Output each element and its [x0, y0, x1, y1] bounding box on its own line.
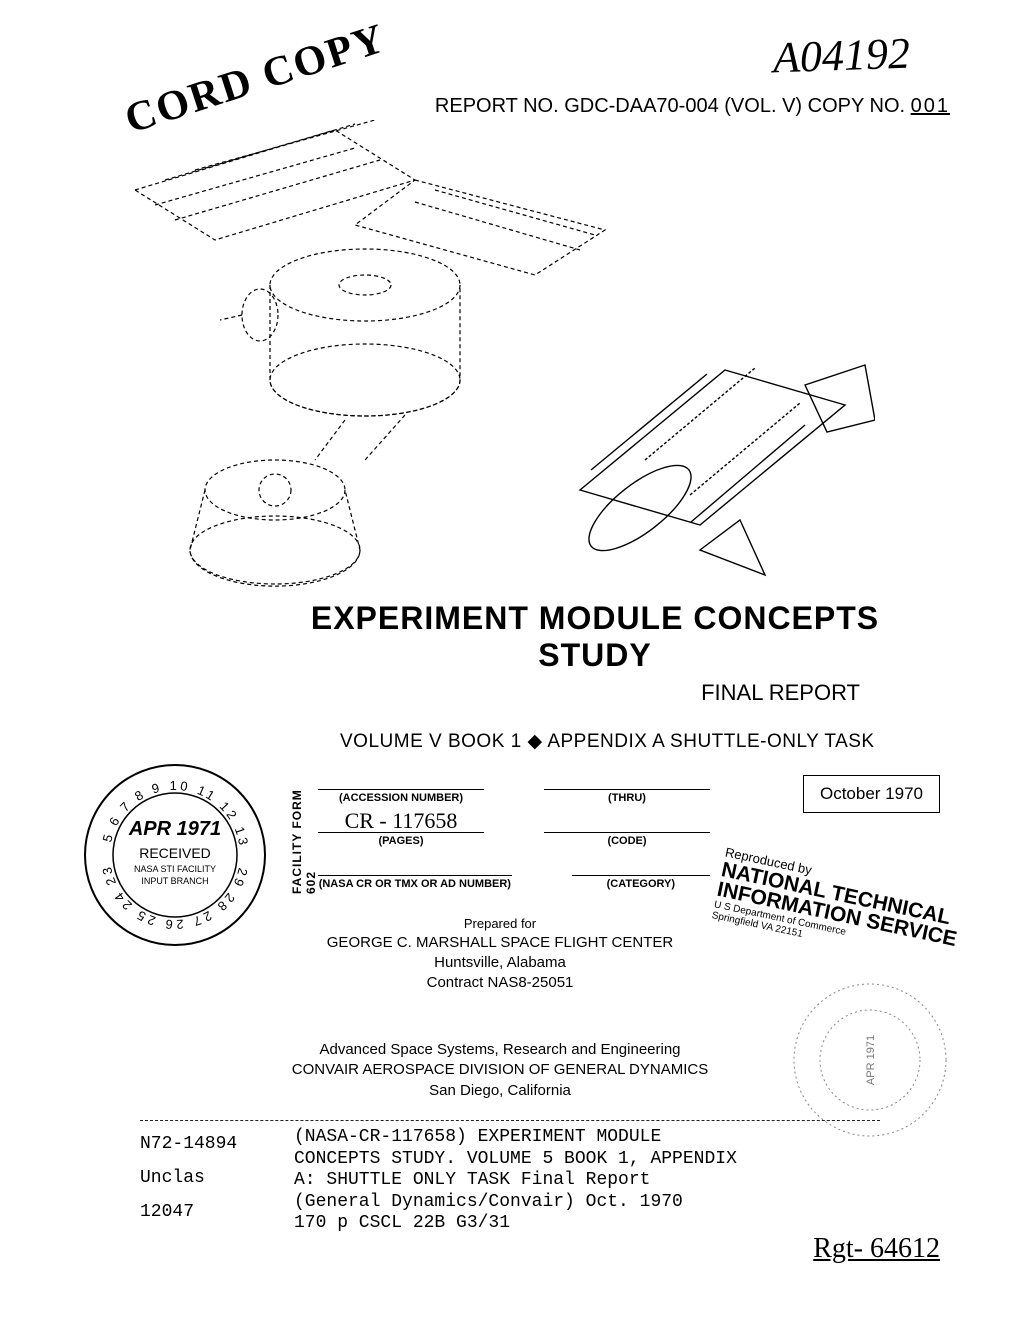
- catalog-block: N72-14894 Unclas 12047 (NASA-CR-117658) …: [140, 1120, 880, 1235]
- catalog-line: (NASA-CR-117658) EXPERIMENT MODULE: [294, 1127, 880, 1149]
- pages-value: CR - 117658: [318, 808, 484, 832]
- author-line: San Diego, California: [270, 1081, 730, 1101]
- author-line: CONVAIR AEROSPACE DIVISION OF GENERAL DY…: [270, 1060, 730, 1080]
- catalog-right: (NASA-CR-117658) EXPERIMENT MODULE CONCE…: [294, 1127, 880, 1235]
- prepared-for-line: Huntsville, Alabama: [300, 953, 700, 973]
- volume-line: VOLUME V BOOK 1 ◆ APPENDIX A SHUTTLE-ONL…: [340, 730, 920, 753]
- thru-label: (THRU): [544, 792, 710, 804]
- svg-text:5 6 7 8 9 10 11 12 13 14 15 16: 5 6 7 8 9 10 11 12 13 14 15 16: [80, 760, 252, 855]
- catalog-line: A: SHUTTLE ONLY TASK Final Report: [294, 1170, 880, 1192]
- facility-form-label: FACILITY FORM 602: [290, 785, 318, 894]
- handwritten-bottom-note: Rgt- 64612: [813, 1233, 940, 1265]
- facility-row: CR - 117658 (PAGES) (CODE): [318, 808, 710, 847]
- prepared-for-label: Prepared for: [300, 915, 700, 933]
- ntis-stamp: Reproduced by NATIONAL TECHNICAL INFORMA…: [710, 845, 965, 972]
- page-subtitle: FINAL REPORT: [270, 680, 920, 706]
- catalog-class: Unclas: [140, 1161, 270, 1195]
- author-block: Advanced Space Systems, Research and Eng…: [270, 1040, 730, 1101]
- catalog-line: 170 p CSCL 22B G3/31: [294, 1213, 880, 1235]
- nasa-cr-value: [318, 851, 512, 875]
- spacecraft-illustration: [105, 120, 875, 600]
- code-value: [544, 808, 710, 832]
- catalog-line: CONCEPTS STUDY. VOLUME 5 BOOK 1, APPENDI…: [294, 1149, 880, 1171]
- svg-text:APR 1971: APR 1971: [865, 1035, 877, 1085]
- document-page: A04192 CORD COPY REPORT NO. GDC-DAA70-00…: [0, 0, 1020, 1327]
- copy-number: 001: [911, 95, 950, 117]
- handwritten-id: A04192: [772, 28, 911, 84]
- prepared-for-line: GEORGE C. MARSHALL SPACE FLIGHT CENTER: [300, 933, 700, 953]
- date-box: October 1970: [803, 775, 940, 813]
- report-number-line: REPORT NO. GDC-DAA70-004 (VOL. V) COPY N…: [435, 95, 950, 118]
- facility-form: FACILITY FORM 602 (ACCESSION NUMBER) (TH…: [290, 765, 710, 894]
- svg-text:NASA STI FACILITY: NASA STI FACILITY: [134, 864, 216, 874]
- svg-text:INPUT BRANCH: INPUT BRANCH: [141, 876, 208, 886]
- pages-label: (PAGES): [318, 835, 484, 847]
- title-block: EXPERIMENT MODULE CONCEPTS STUDY FINAL R…: [0, 600, 1020, 706]
- thru-value: [544, 765, 710, 789]
- catalog-left: N72-14894 Unclas 12047: [140, 1127, 270, 1235]
- svg-text:RECEIVED: RECEIVED: [139, 845, 211, 861]
- nasa-cr-label: (NASA CR OR TMX OR AD NUMBER): [318, 878, 512, 890]
- author-line: Advanced Space Systems, Research and Eng…: [270, 1040, 730, 1060]
- report-number: GDC-DAA70-004: [564, 95, 719, 117]
- prepared-for-line: Contract NAS8-25051: [300, 973, 700, 993]
- accession-value: [318, 765, 484, 789]
- page-title: EXPERIMENT MODULE CONCEPTS STUDY: [270, 600, 920, 674]
- svg-text:APR 1971: APR 1971: [128, 818, 221, 840]
- category-label: (CATEGORY): [572, 878, 710, 890]
- facility-row: (NASA CR OR TMX OR AD NUMBER) (CATEGORY): [318, 851, 710, 890]
- accession-label: (ACCESSION NUMBER): [318, 792, 484, 804]
- code-label: (CODE): [544, 835, 710, 847]
- received-date-stamp: 5 6 7 8 9 10 11 12 13 14 15 16 29 28 27 …: [80, 760, 270, 950]
- faint-circular-stamp: APR 1971: [790, 980, 950, 1140]
- report-vol: (VOL. V) COPY NO.: [719, 95, 911, 117]
- category-value: [572, 851, 710, 875]
- report-prefix: REPORT NO.: [435, 95, 564, 117]
- catalog-num: 12047: [140, 1195, 270, 1229]
- catalog-line: (General Dynamics/Convair) Oct. 1970: [294, 1192, 880, 1214]
- catalog-id: N72-14894: [140, 1127, 270, 1161]
- prepared-for-block: Prepared for GEORGE C. MARSHALL SPACE FL…: [300, 915, 700, 993]
- facility-row: (ACCESSION NUMBER) (THRU): [318, 765, 710, 804]
